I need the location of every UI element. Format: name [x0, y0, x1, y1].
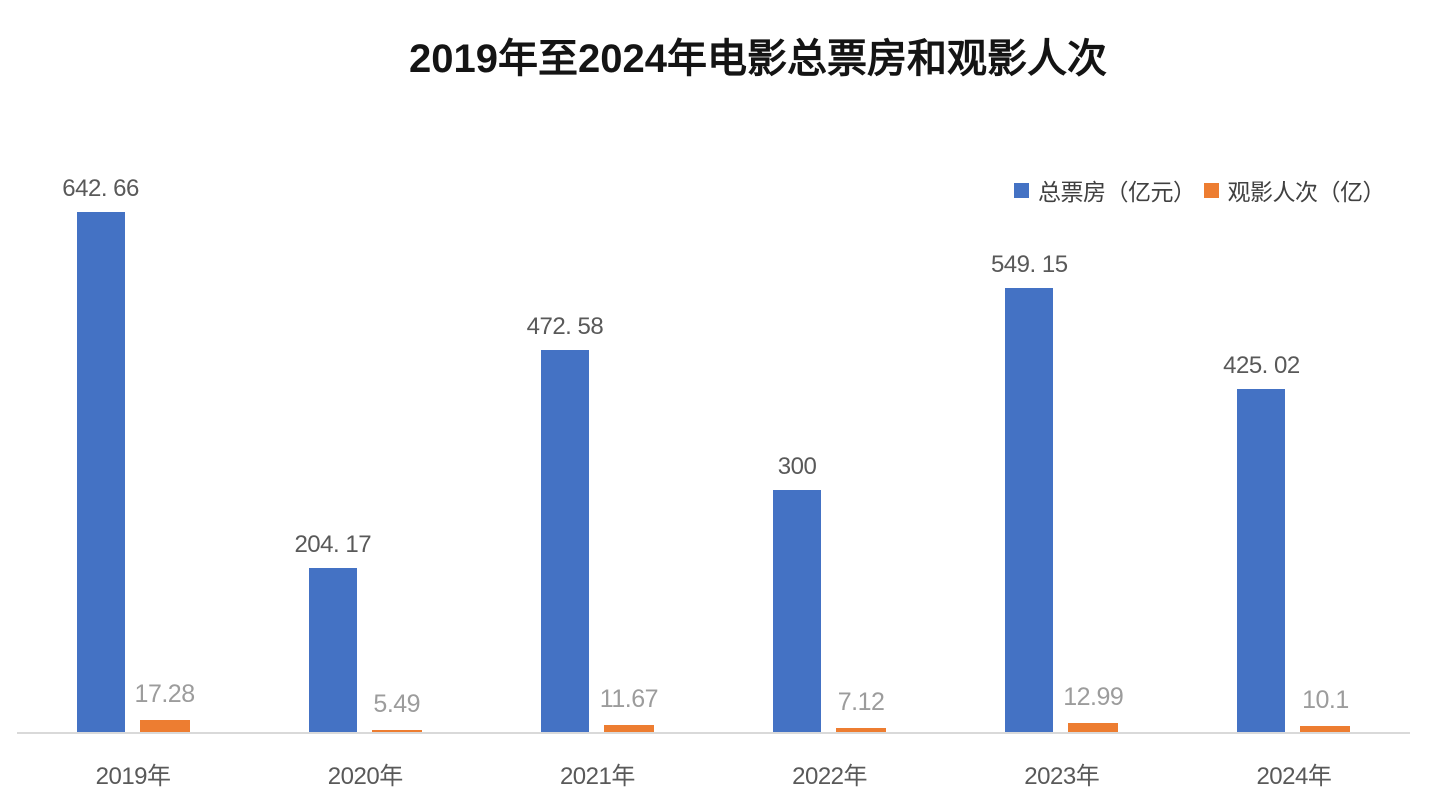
attendance-bar: [1300, 726, 1351, 734]
attendance-value-label: 12.99: [1063, 682, 1124, 711]
attendance-bar: [1068, 723, 1119, 734]
boxoffice-bar: [76, 212, 125, 734]
legend-label-attendance: 观影人次（亿）: [1227, 179, 1386, 205]
category-label: 2024年: [1256, 763, 1332, 790]
category-label: 2019年: [95, 763, 171, 790]
attendance-value-label: 11.67: [599, 684, 659, 713]
boxoffice-legend-swatch-icon: [1014, 182, 1029, 198]
attendance-value-label: 5.49: [373, 689, 421, 718]
boxoffice-value-label: 204. 17: [294, 530, 372, 558]
boxoffice-bar: [308, 568, 357, 734]
attendance-bar: [603, 725, 654, 734]
legend: 总票房（亿元） 观影人次（亿）: [1014, 173, 1385, 207]
attendance-bar: [836, 728, 887, 734]
boxoffice-value-label: 300: [777, 452, 817, 480]
legend-item-attendance: 观影人次（亿）: [1203, 173, 1386, 207]
boxoffice-bar: [1237, 389, 1286, 734]
legend-label-boxoffice: 总票房（亿元）: [1038, 179, 1196, 205]
category-label: 2020年: [327, 763, 403, 790]
attendance-value-label: 10.1: [1302, 685, 1349, 714]
boxoffice-value-label: 642. 66: [62, 174, 139, 202]
attendance-legend-swatch-icon: [1203, 182, 1219, 198]
boxoffice-bar: [1005, 288, 1054, 734]
boxoffice-value-label: 425. 02: [1223, 351, 1300, 379]
attendance-value-label: 17.28: [134, 679, 196, 708]
chart-title: 2019年至2024年电影总票房和观影人次: [409, 37, 1107, 81]
attendance-value-label: 7.12: [837, 687, 885, 716]
boxoffice-bar: [540, 350, 589, 734]
x-axis-line: [17, 732, 1410, 734]
boxoffice-value-label: 472. 58: [526, 312, 604, 340]
boxoffice-value-label: 549. 15: [990, 250, 1068, 278]
category-label: 2021年: [559, 763, 635, 790]
boxoffice-bar: [773, 490, 822, 734]
legend-item-boxoffice: 总票房（亿元）: [1014, 173, 1196, 207]
category-label: 2022年: [792, 763, 868, 790]
category-label: 2023年: [1024, 763, 1100, 790]
attendance-bar: [139, 720, 190, 734]
